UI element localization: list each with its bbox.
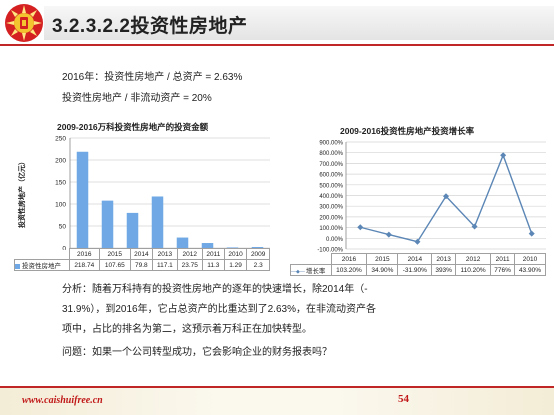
bar-table-corner [15, 249, 70, 260]
intro-line-1: 2016年：投资性房地产 / 总资产 = 2.63% [62, 72, 243, 83]
line-chart: 900.00% 800.00% 700.00% 600.00% 500.00% 400.0… [317, 141, 546, 254]
line-y-tick-label: 100.00% [319, 226, 343, 232]
bar-data-label: 11.3 [201, 259, 225, 271]
line-legend-label: 增长率 [305, 268, 326, 275]
line-y-tick-label: -100.00% [317, 248, 343, 254]
line-point-2011 [500, 152, 507, 159]
bar-table-category: 2011 [201, 248, 225, 260]
bar-y-tick-label: 250 [55, 136, 66, 143]
line-point-2016 [357, 224, 364, 231]
line-y-tick-label: 800.00% [319, 151, 343, 157]
bar-2011 [201, 243, 214, 248]
analysis-line-3: 项中，占比的排名为第二，这预示着万科正在加快转型。 [62, 324, 312, 335]
line-table-category: 2012 [454, 253, 492, 265]
bar-y-tick-label: 100 [55, 202, 66, 209]
line-data-label: 776% [490, 264, 515, 276]
line-data-label: 34.90% [366, 264, 399, 276]
bar-2016 [76, 151, 89, 248]
line-table-category: 2011 [490, 253, 515, 265]
line-y-tick-label: 300.00% [319, 205, 343, 211]
line-y-tick-label: 900.00% [319, 141, 343, 147]
question-line: 问题：如果一个公司转型成功，它会影响企业的财务报表吗？ [62, 347, 332, 358]
bar-2009 [251, 246, 264, 248]
line-table-category: 2016 [330, 253, 368, 265]
line-legend-entry: —◆—增长率 [290, 264, 332, 276]
bar-y-axis-label: 投资性房地产（亿元） [17, 158, 26, 228]
bar-y-tick-label: 50 [59, 224, 67, 231]
bar-table-category: 2013 [152, 248, 178, 260]
brand-logo-icon [5, 4, 43, 42]
bar-data-label: 23.75 [176, 259, 203, 271]
line-data-label: 393% [431, 264, 456, 276]
footer-url[interactable]: www.caishuifree.cn [22, 395, 103, 406]
header-divider [0, 44, 554, 46]
bar-data-label: 117.1 [152, 259, 178, 271]
line-point-2013 [443, 193, 449, 200]
bar-table-category: 2012 [176, 248, 203, 260]
bar-y-tick-label: 0 [62, 246, 66, 251]
line-data-table: 2016 2015 2014 2013 2012 2011 2010 —◆—增长率 103.20… [290, 253, 547, 276]
bar-table-category: 2009 [246, 248, 270, 260]
line-y-tick-label: 400.00% [319, 194, 343, 200]
header-stripe [44, 6, 554, 40]
bar-chart-title: 2009-2016万科投资性房地产的投资金额 [57, 122, 209, 132]
bar-legend-label: 投资性房地产 [22, 263, 61, 270]
bar-data-label: 218.74 [68, 259, 101, 271]
line-y-tick-label: 200.00% [319, 215, 343, 221]
line-point-2010 [528, 230, 535, 237]
bar-data-label: 79.8 [129, 259, 154, 271]
line-table-category: 2014 [397, 253, 433, 265]
bar-data-label: 107.65 [99, 259, 131, 271]
footer-band [0, 388, 554, 415]
bar-chart: 投资性房地产（亿元） 0 50 100 150 200 250 [17, 136, 270, 251]
bar-legend-swatch [15, 263, 20, 269]
line-data-label: 43.90% [513, 264, 547, 276]
line-data-label: -31.90% [397, 264, 433, 276]
line-y-tick-label: 0.00% [326, 237, 344, 243]
intro-line-2: 投资性房地产 / 非流动资产 = 20% [62, 93, 212, 104]
bar-y-tick-label: 200 [55, 158, 66, 165]
line-legend-marker: —◆— [291, 269, 305, 275]
line-point-2014 [414, 238, 421, 245]
bar-legend-entry: 投资性房地产 [14, 259, 70, 271]
bar-2014 [126, 212, 139, 248]
line-y-tick-label: 700.00% [319, 162, 343, 168]
bar-table-category: 2010 [223, 248, 248, 260]
line-point-2015 [385, 231, 392, 238]
bar-2010 [226, 247, 239, 248]
bar-data-table: 2016 2015 2014 2013 2012 2011 2010 2009 投资性房地产 21… [14, 248, 270, 271]
line-y-tick-label: 500.00% [319, 183, 343, 189]
line-table-corner [291, 254, 332, 265]
page-title: 3.2.3.2.2投资性房地产 [52, 16, 248, 37]
bar-2013 [151, 196, 164, 248]
bar-2012 [176, 237, 189, 248]
line-table-category: 2015 [366, 253, 399, 265]
page-number: 54 [398, 393, 409, 405]
bar-table-category: 2014 [129, 248, 154, 260]
bar-2015 [101, 200, 114, 248]
line-chart-title: 2009-2016投资性房地产投资增长率 [340, 126, 475, 136]
analysis-line-2: 31.9%），到2016年，它占总资产的比重达到了2.63%，在非流动资产各 [62, 304, 376, 315]
bar-table-category: 2016 [68, 248, 101, 260]
line-table-category: 2010 [513, 253, 547, 265]
line-data-label: 103.20% [330, 264, 368, 276]
line-point-2012 [471, 223, 478, 230]
line-data-label: 110.20% [454, 264, 492, 276]
line-y-tick-label: 600.00% [319, 173, 343, 179]
analysis-line-1: 分析：随着万科持有的投资性房地产的逐年的快速增长，除2014年（- [62, 284, 368, 295]
line-table-category: 2013 [431, 253, 456, 265]
footer-divider [0, 386, 554, 388]
bar-y-tick-label: 150 [55, 180, 66, 187]
bar-table-category: 2015 [99, 248, 131, 260]
bar-data-label: 2.3 [246, 259, 270, 271]
bar-data-label: 1.29 [223, 259, 248, 271]
